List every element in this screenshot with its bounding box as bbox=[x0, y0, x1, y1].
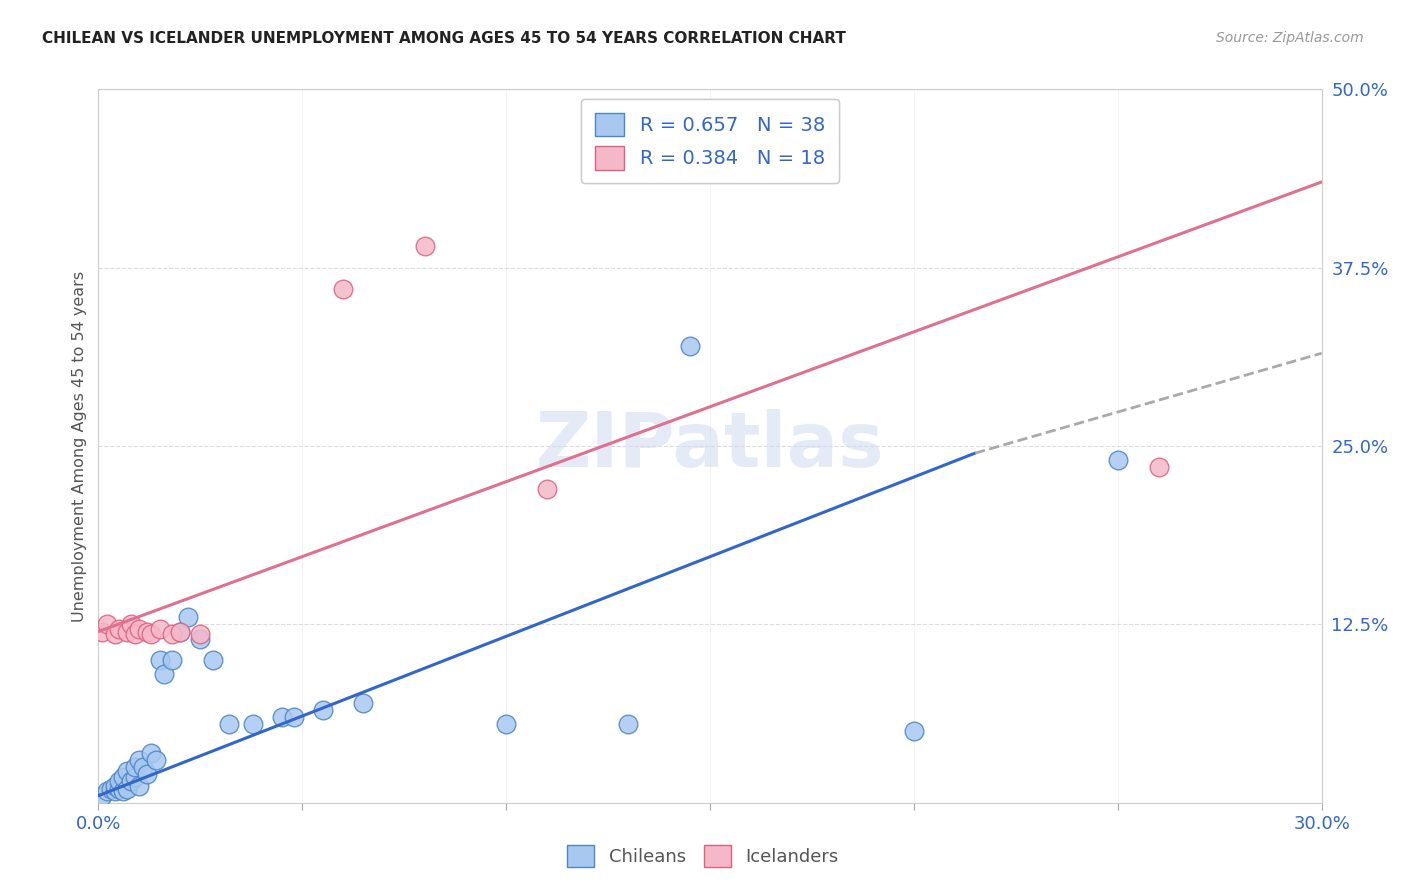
Point bbox=[96, 617, 118, 632]
Point bbox=[136, 767, 159, 781]
Point bbox=[903, 724, 925, 739]
Point bbox=[495, 717, 517, 731]
Point bbox=[104, 627, 127, 641]
Point bbox=[108, 781, 131, 796]
Point bbox=[617, 717, 640, 731]
Point bbox=[120, 617, 142, 632]
Point bbox=[145, 753, 167, 767]
Point bbox=[100, 781, 122, 796]
Point bbox=[141, 746, 163, 760]
Point bbox=[169, 624, 191, 639]
Point bbox=[104, 784, 127, 798]
Text: Source: ZipAtlas.com: Source: ZipAtlas.com bbox=[1216, 31, 1364, 45]
Point bbox=[128, 779, 150, 793]
Point bbox=[111, 770, 134, 784]
Point bbox=[352, 696, 374, 710]
Point bbox=[160, 627, 183, 641]
Point bbox=[132, 760, 155, 774]
Text: CHILEAN VS ICELANDER UNEMPLOYMENT AMONG AGES 45 TO 54 YEARS CORRELATION CHART: CHILEAN VS ICELANDER UNEMPLOYMENT AMONG … bbox=[42, 31, 846, 46]
Legend: Chileans, Icelanders: Chileans, Icelanders bbox=[560, 838, 846, 874]
Point bbox=[679, 339, 702, 353]
Point bbox=[115, 781, 138, 796]
Point bbox=[136, 624, 159, 639]
Y-axis label: Unemployment Among Ages 45 to 54 years: Unemployment Among Ages 45 to 54 years bbox=[72, 270, 87, 622]
Point bbox=[115, 624, 138, 639]
Legend: R = 0.657   N = 38, R = 0.384   N = 18: R = 0.657 N = 38, R = 0.384 N = 18 bbox=[582, 99, 838, 184]
Point bbox=[218, 717, 240, 731]
Point bbox=[111, 784, 134, 798]
Point bbox=[108, 774, 131, 789]
Point bbox=[188, 627, 212, 641]
Point bbox=[201, 653, 224, 667]
Point bbox=[124, 627, 146, 641]
Point bbox=[169, 624, 191, 639]
Point bbox=[115, 764, 138, 779]
Point bbox=[124, 760, 146, 774]
Point bbox=[91, 624, 114, 639]
Point bbox=[188, 632, 212, 646]
Point bbox=[149, 653, 172, 667]
Point bbox=[283, 710, 305, 724]
Point bbox=[128, 622, 150, 636]
Point bbox=[332, 282, 354, 296]
Text: ZIPatlas: ZIPatlas bbox=[536, 409, 884, 483]
Point bbox=[270, 710, 294, 724]
Point bbox=[242, 717, 264, 731]
Point bbox=[91, 789, 114, 803]
Point bbox=[160, 653, 183, 667]
Point bbox=[536, 482, 558, 496]
Point bbox=[124, 770, 146, 784]
Point bbox=[149, 622, 172, 636]
Point bbox=[141, 627, 163, 641]
Point bbox=[96, 784, 118, 798]
Point bbox=[1107, 453, 1129, 467]
Point bbox=[104, 779, 127, 793]
Point bbox=[312, 703, 335, 717]
Point bbox=[1147, 460, 1170, 475]
Point bbox=[108, 622, 131, 636]
Point bbox=[413, 239, 436, 253]
Point bbox=[152, 667, 174, 681]
Point bbox=[128, 753, 150, 767]
Point bbox=[120, 774, 142, 789]
Point bbox=[177, 610, 200, 624]
